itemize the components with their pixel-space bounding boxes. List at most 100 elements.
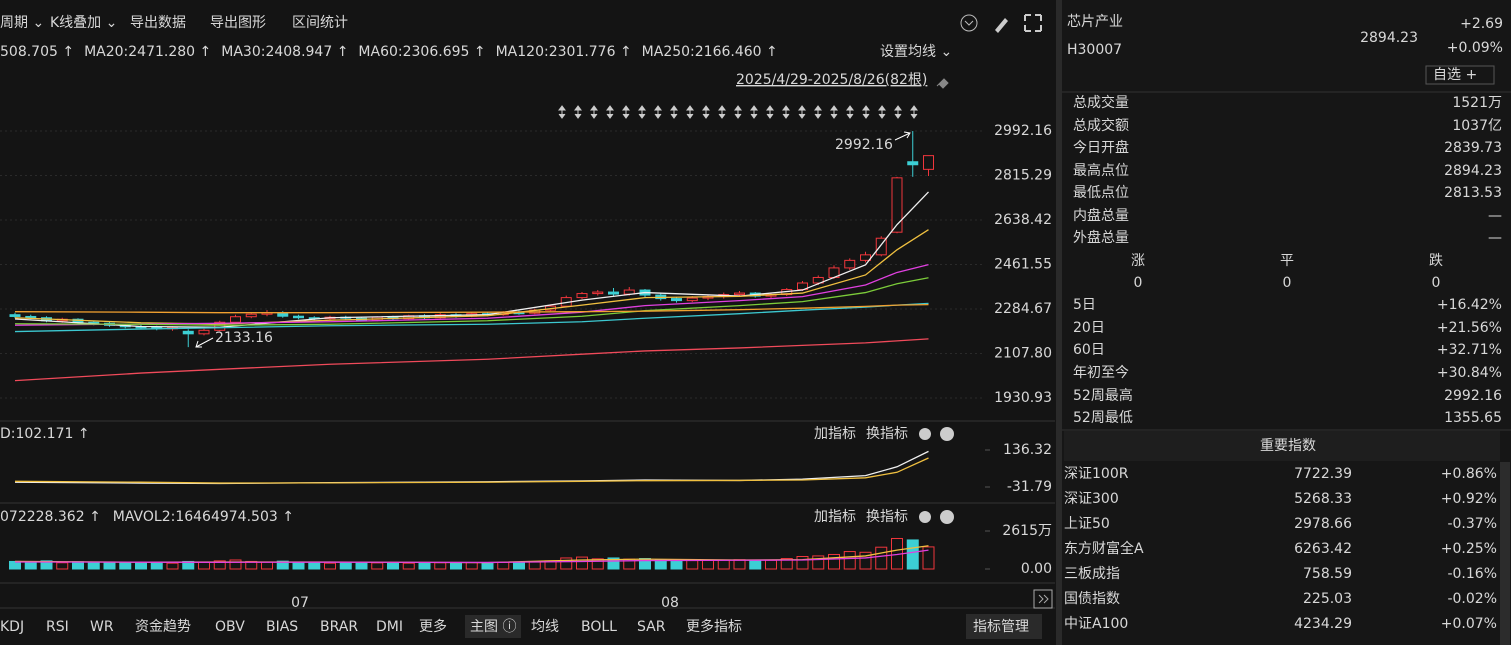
volume-bar [576, 556, 588, 570]
y-tick-label: 2638.42 [994, 212, 1052, 228]
indices-header [1064, 431, 1500, 461]
stat-label: 总成交额 [1073, 117, 1129, 134]
candle-body [907, 161, 919, 166]
marker-icon [606, 105, 614, 119]
candle-body [734, 292, 745, 296]
index-row-name[interactable]: 三板成指 [1064, 566, 1120, 582]
watch-button[interactable]: 自选 + [1433, 67, 1477, 83]
y-tick-label: 2284.67 [994, 301, 1052, 317]
toolbar-button[interactable]: K线叠加 ⌄ [50, 15, 117, 31]
volume-bar [859, 551, 872, 570]
ma-line [14, 264, 929, 326]
volume-bar [513, 562, 525, 570]
collapse-icon[interactable] [960, 14, 978, 32]
pane-button[interactable]: 换指标 [866, 425, 908, 442]
index-row-name[interactable]: 国债指数 [1064, 591, 1120, 607]
toolbar-button[interactable]: 区间统计 [292, 15, 348, 31]
volume-bar [292, 562, 305, 570]
draw-icon[interactable] [995, 18, 1008, 33]
bottom-tab[interactable]: WR [90, 619, 114, 635]
pin-icon[interactable] [936, 78, 949, 89]
volume-bar [607, 557, 620, 570]
marker-icon [702, 105, 710, 119]
volume-label: 072228.362 ↑ [0, 509, 101, 525]
pane-button[interactable]: 加指标 [814, 509, 856, 525]
volume-bar [481, 562, 494, 570]
ma-legend: MA30:2408.947 ↑ [221, 44, 348, 60]
close-icon[interactable] [940, 427, 954, 441]
candle-body [25, 315, 37, 319]
breadth-value: 0 [1134, 275, 1143, 291]
breadth-value: 0 [1432, 275, 1441, 291]
stat-label: 52周最高 [1073, 387, 1133, 404]
bottom-tab[interactable]: 更多 [419, 618, 447, 635]
volume-bar [150, 562, 163, 570]
bottom-tab[interactable]: BIAS [266, 619, 298, 635]
toolbar-button[interactable]: 导出图形 [210, 15, 266, 31]
volume-bar [198, 561, 210, 570]
ma-settings[interactable]: 设置均线 ⌄ [880, 44, 952, 60]
pane-button[interactable]: 加指标 [814, 426, 856, 442]
watch-button[interactable] [1425, 65, 1495, 85]
marker-icon [782, 105, 790, 119]
bottom-tab[interactable]: BRAR [320, 619, 358, 635]
fullscreen-icon[interactable] [1024, 14, 1042, 32]
index-row-name[interactable]: 中证A100 [1064, 616, 1128, 632]
index-row-value: 6263.42 [1294, 541, 1352, 557]
volume-bar [702, 559, 714, 570]
expand-button [1038, 594, 1049, 604]
ma-line [14, 277, 929, 326]
marker-icon [830, 105, 838, 119]
volume-ma-line [14, 549, 929, 564]
bottom-tab[interactable]: 均线 [531, 619, 559, 635]
manage-button[interactable]: 指标管理 [973, 619, 1029, 635]
y-tick-label: 1930.93 [994, 390, 1052, 406]
ma-legend: MA20:2471.280 ↑ [84, 44, 211, 60]
settings-icon[interactable] [919, 511, 931, 523]
date-range: 2025/4/29-2025/8/26(82根) [736, 72, 927, 88]
stat-value: — [1488, 230, 1502, 246]
bottom-tab[interactable]: OBV [215, 619, 245, 635]
marker-icon [638, 105, 646, 119]
volume-bar [339, 562, 352, 570]
candle-body [671, 298, 682, 302]
ma-line [14, 303, 929, 314]
index-row-name[interactable]: 上证50 [1064, 516, 1110, 532]
index-row-pct: -0.37% [1447, 516, 1497, 532]
index-row-value: 5268.33 [1294, 491, 1352, 507]
index-row-name[interactable]: 深证100R [1064, 466, 1129, 482]
expand-button[interactable] [1033, 589, 1053, 609]
volume-bar [686, 560, 699, 570]
bottom-tab[interactable]: 更多指标 [686, 618, 742, 635]
volume-bar [387, 562, 399, 570]
index-row-name[interactable]: 深证300 [1064, 491, 1119, 507]
close-icon[interactable] [940, 510, 954, 524]
volume-bar [119, 562, 132, 570]
toolbar-button[interactable]: 周期 ⌄ [0, 15, 44, 31]
volume-bar [450, 562, 462, 570]
candle-body [812, 276, 824, 284]
volume-bar [654, 559, 667, 570]
bottom-tab[interactable]: RSI [46, 619, 69, 635]
toolbar-button[interactable]: 导出数据 [130, 15, 186, 31]
pane-button[interactable]: 换指标 [866, 508, 908, 525]
bottom-tab[interactable]: SAR [637, 619, 666, 635]
manage-button-bg[interactable] [966, 614, 1042, 639]
settings-icon[interactable] [919, 428, 931, 440]
candle-body [686, 297, 698, 302]
index-row-pct: +0.86% [1441, 466, 1497, 482]
bottom-tab[interactable]: 主图 ⓘ [470, 619, 516, 635]
marker-icon [558, 105, 566, 119]
index-row-pct: +0.25% [1441, 541, 1497, 557]
stat-value: 2813.53 [1444, 185, 1502, 201]
bottom-tab[interactable]: BOLL [581, 619, 617, 635]
volume-bar [324, 562, 336, 570]
bottom-tab[interactable]: DMI [376, 619, 403, 635]
y-tick-label: 136.32 [1003, 442, 1052, 458]
index-row-name[interactable]: 东方财富全A [1064, 540, 1144, 557]
stat-label: 内盘总量 [1073, 207, 1129, 224]
index-row-pct: -0.02% [1447, 591, 1497, 607]
bottom-tab[interactable]: 资金趋势 [135, 619, 191, 635]
y-tick-label: 0.00 [1021, 561, 1052, 577]
bottom-tab[interactable]: KDJ [0, 619, 24, 635]
